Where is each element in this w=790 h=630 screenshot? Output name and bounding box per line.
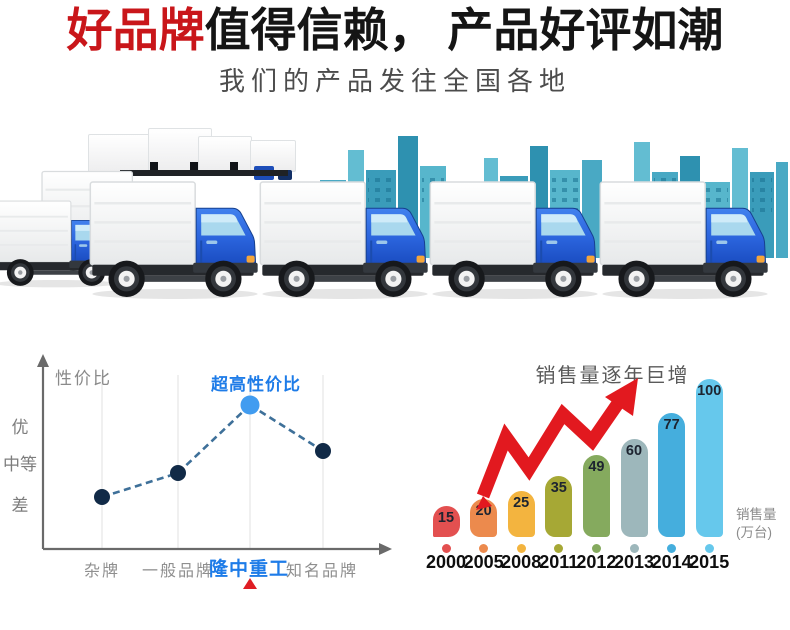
- bar: 100: [695, 379, 723, 537]
- charts-row: 性价比 超高性价比 优 中等 差 杂牌 一般品牌 隆中重工 知名品牌 销售量逐年…: [0, 350, 790, 630]
- bar-value-label: 100: [697, 383, 722, 399]
- title-highlight: 好品牌: [66, 4, 205, 56]
- delivery-truck-icon: [258, 178, 432, 301]
- peak-annotation: 超高性价比: [211, 375, 301, 394]
- delivery-truck-icon: [88, 178, 262, 301]
- bar-value-label: 49: [588, 459, 605, 475]
- sales-bar-chart: 销售量逐年巨增 15 2000 20 2005 25 2008 35 2011 49 2012 60…: [400, 350, 790, 630]
- highlight-data-point: [240, 395, 260, 415]
- building-windows: [368, 176, 394, 210]
- bar-dot: [591, 544, 601, 553]
- title-rest: 值得信赖， 产品好评如潮: [204, 4, 724, 56]
- bar: 49: [582, 455, 610, 537]
- unit-label-line1: 销售量: [736, 507, 777, 522]
- red-triangle-marker-icon: [243, 578, 257, 589]
- cargo-crate-icon: [198, 136, 252, 172]
- bar-year-label: 2008: [501, 552, 542, 572]
- bar-year-label: 2000: [425, 552, 467, 572]
- bar-value-label: 20: [475, 503, 492, 519]
- line-chart-canvas: [37, 354, 392, 555]
- x-tick-famous-brand: 知名品牌: [285, 563, 358, 580]
- y-tick-medium: 中等: [3, 455, 37, 474]
- bar: 20: [470, 499, 498, 537]
- bar-chart-unit-label: 销售量 (万台): [736, 506, 788, 541]
- line-segment: [177, 404, 251, 474]
- roof-rack-icon: [120, 170, 288, 176]
- unit-label-line2: (万台): [736, 524, 772, 540]
- bar-dot: [667, 544, 677, 553]
- delivery-illustration: [0, 112, 790, 347]
- bar-year-label: 2005: [463, 552, 504, 572]
- data-point: [315, 443, 331, 459]
- line-segment: [249, 403, 324, 453]
- bar-value-label: 35: [550, 480, 567, 496]
- bar-dot: [441, 544, 451, 553]
- rack-clamp-icon: [230, 162, 238, 175]
- building-icon: [776, 162, 788, 258]
- bar: 77: [658, 413, 686, 537]
- bar-dot: [629, 544, 639, 553]
- y-axis-title: 性价比: [55, 369, 112, 388]
- bar: 25: [507, 491, 535, 537]
- y-tick-poor: 差: [11, 496, 29, 515]
- bar-year-label: 2014: [651, 552, 692, 572]
- data-point: [94, 489, 110, 505]
- header: 好品牌值得信赖， 产品好评如潮 我们的产品发往全国各地: [0, 0, 790, 98]
- bar-value-label: 60: [625, 443, 643, 459]
- delivery-truck-icon: [598, 178, 772, 301]
- building-windows: [552, 176, 578, 210]
- bar: 35: [545, 476, 573, 537]
- x-axis-arrow-icon: [379, 543, 392, 555]
- page-title: 好品牌值得信赖， 产品好评如潮: [0, 2, 790, 60]
- bar-value-label: 15: [437, 510, 455, 526]
- bar-year-label: 2015: [689, 552, 730, 572]
- value-line-chart: 性价比 超高性价比 优 中等 差 杂牌 一般品牌 隆中重工 知名品牌: [0, 350, 400, 630]
- rack-clamp-icon: [190, 162, 198, 175]
- y-tick-excellent: 优: [11, 418, 29, 437]
- bar-dot: [479, 544, 489, 553]
- bar-year-label: 2011: [539, 552, 579, 572]
- x-tick-ordinary-brand: 一般品牌: [141, 563, 214, 580]
- bar-year-label: 2012: [576, 552, 617, 572]
- building-windows: [752, 178, 772, 212]
- bar-year-label: 2013: [613, 552, 655, 572]
- rack-clamp-icon: [150, 162, 158, 175]
- bar-chart-title: 销售量逐年巨增: [535, 365, 690, 387]
- bar-dot: [516, 544, 526, 553]
- bar: 15: [432, 506, 460, 537]
- bar-dot: [554, 544, 564, 553]
- bar: 60: [620, 439, 648, 537]
- x-tick-noname-brand: 杂牌: [83, 563, 120, 580]
- bar-dot: [704, 544, 714, 553]
- line-segment: [101, 471, 179, 499]
- y-axis-arrow-icon: [37, 354, 49, 367]
- bar-value-label: 25: [513, 495, 530, 511]
- gridlines: [101, 375, 324, 548]
- x-tick-longzhong-brand: 隆中重工: [208, 559, 289, 580]
- data-point: [170, 465, 186, 481]
- page-subtitle: 我们的产品发往全国各地: [218, 65, 571, 96]
- delivery-truck-icon: [428, 178, 602, 301]
- axes: [41, 364, 382, 551]
- bar-value-label: 77: [663, 417, 680, 433]
